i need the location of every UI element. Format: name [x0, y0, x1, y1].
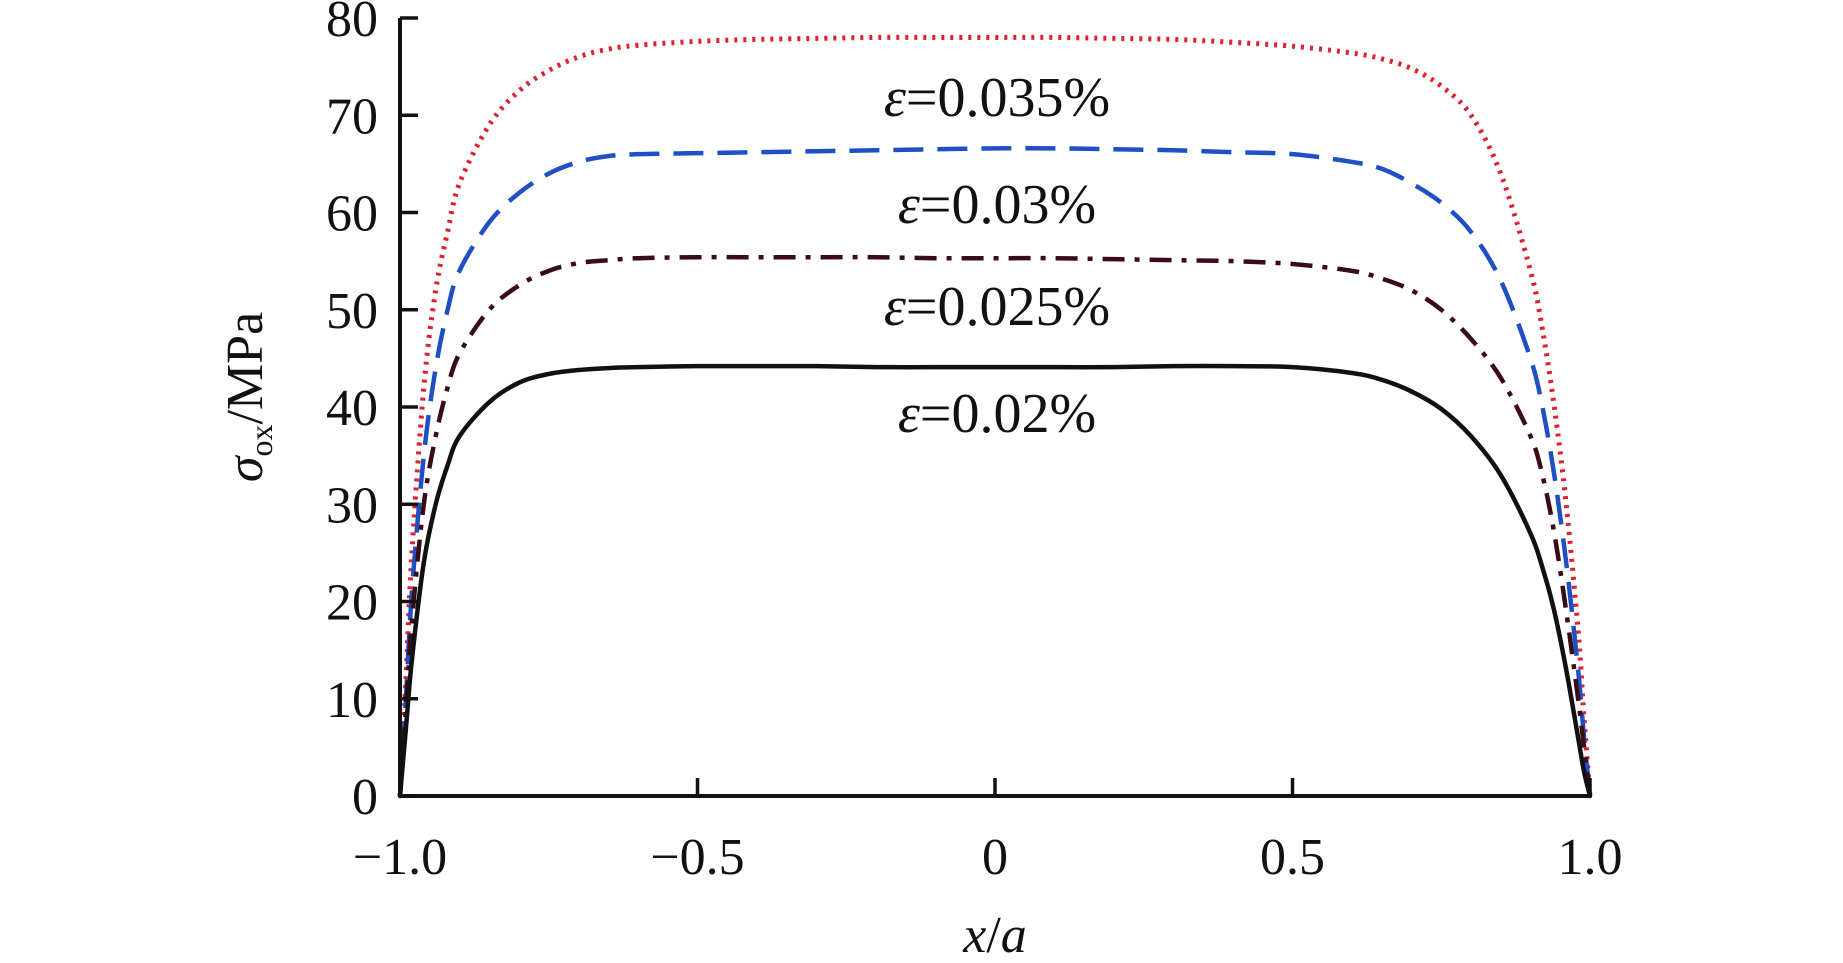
labels: x/a σox/MPa — [217, 312, 1027, 963]
y-tick-label: 20 — [326, 575, 378, 632]
y-tick-label: 80 — [326, 0, 378, 48]
series-line-2 — [397, 254, 1593, 797]
ticks: −1.0 −0.5 0 0.5 1.0 0 10 20 30 40 50 60 70 80 — [326, 0, 1623, 886]
y-tick-label: 50 — [326, 283, 378, 340]
plot-curves — [397, 34, 1593, 799]
x-tick-label: −1.0 — [353, 829, 447, 886]
series-annotation-2: ε=0.025% — [884, 276, 1110, 338]
y-tick-label: 30 — [326, 477, 378, 534]
series-line-3 — [397, 363, 1593, 799]
y-tick-label: 10 — [326, 672, 378, 729]
y-tick-label: 60 — [326, 186, 378, 243]
y-tick-label: 70 — [326, 88, 378, 145]
series-annotation-0: ε=0.035% — [884, 67, 1110, 129]
x-axis-title: x/a — [962, 907, 1027, 963]
y-tick-label: 40 — [326, 380, 378, 437]
series-line-0 — [397, 34, 1593, 797]
x-tick-label: 0 — [982, 829, 1008, 886]
x-tick-label: 1.0 — [1558, 829, 1623, 886]
series-annotation-3: ε=0.02% — [898, 383, 1096, 445]
y-tick-label: 0 — [352, 769, 378, 826]
series-annotation-1: ε=0.03% — [898, 174, 1096, 236]
series-line-1 — [397, 145, 1593, 797]
x-tick-label: 0.5 — [1260, 829, 1325, 886]
y-axis-title: σox/MPa — [217, 312, 279, 482]
annotations: ε=0.035% ε=0.03% ε=0.025% ε=0.02% — [884, 67, 1110, 445]
x-tick-label: −0.5 — [650, 829, 744, 886]
